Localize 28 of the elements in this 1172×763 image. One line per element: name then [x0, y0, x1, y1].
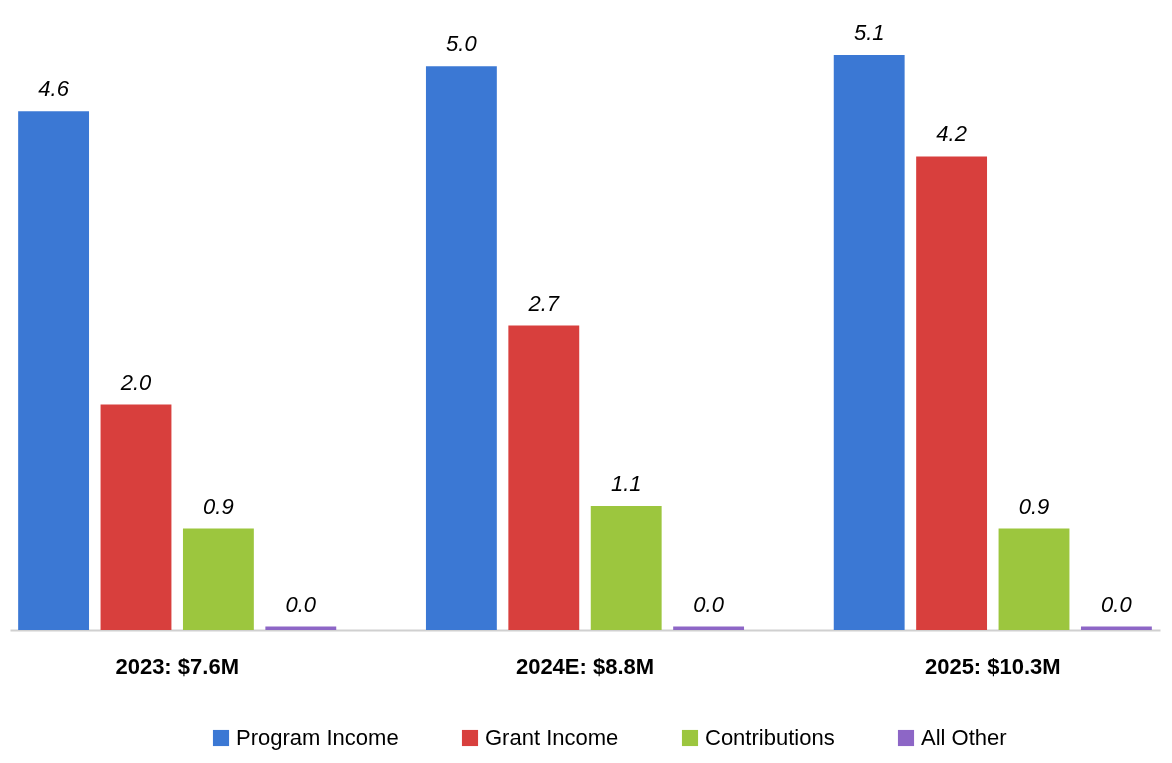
x-tick-label: 2025: $10.3M: [924, 653, 1061, 679]
data-label: 5.0: [446, 31, 478, 57]
bar: [833, 55, 905, 630]
bar: [590, 505, 662, 630]
data-label: 4.6: [38, 76, 70, 102]
data-label: 2.0: [119, 369, 153, 395]
data-label: 5.1: [853, 20, 885, 45]
data-label: 0.9: [1018, 493, 1050, 519]
legend-label: Program Income: [236, 725, 399, 750]
data-label: 4.2: [936, 121, 967, 147]
legend-label: All Other: [921, 725, 1007, 750]
data-label: 0.0: [285, 591, 317, 617]
legend-label: Grant Income: [485, 725, 619, 750]
bar: [100, 404, 172, 630]
data-label: 0.0: [1101, 591, 1133, 617]
bar: [425, 66, 497, 630]
bar: [18, 111, 90, 630]
data-label: 0.9: [203, 493, 234, 519]
x-tick-label: 2024E: $8.8M: [515, 653, 655, 679]
bar: [182, 528, 254, 630]
bar: [916, 156, 988, 630]
legend-label: Contributions: [705, 725, 835, 750]
x-tick-label: 2023: $7.6M: [115, 653, 239, 679]
data-label: 2.7: [527, 290, 560, 316]
bar: [508, 325, 580, 630]
bar: [998, 528, 1070, 630]
data-label: 0.0: [693, 591, 725, 617]
data-label: 1.1: [610, 470, 642, 496]
